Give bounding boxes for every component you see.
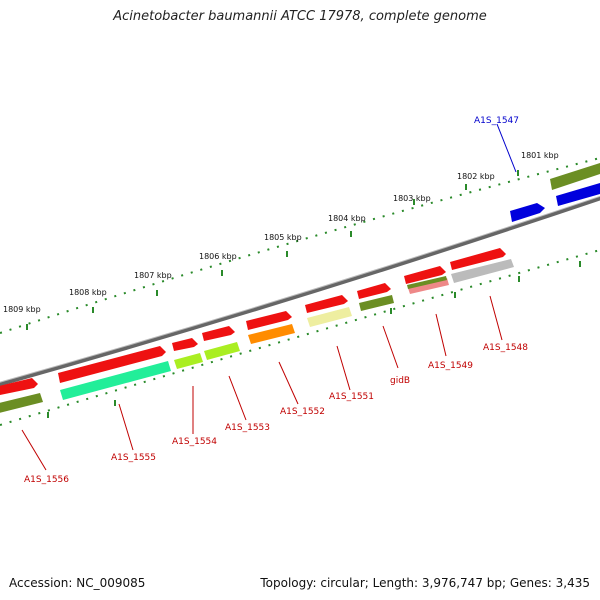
gene-label-A1S_1554[interactable]: A1S_1554 (172, 437, 217, 447)
gene-arrow-A1S_1551[interactable] (305, 295, 348, 313)
gene-arrow-A1S_1553[interactable] (202, 326, 235, 341)
gene-arrow-gidB[interactable] (357, 283, 391, 299)
gene-label-A1S_1553[interactable]: A1S_1553 (225, 423, 270, 433)
gene-arrow-A1S_1555[interactable] (58, 346, 166, 383)
map-title: Acinetobacter baumannii ATCC 17978, comp… (113, 9, 487, 24)
gene-label-A1S_1555[interactable]: A1S_1555 (111, 453, 156, 463)
gene-arrow-A1S_1556[interactable] (0, 378, 38, 396)
gene-label-gidB[interactable]: gidB (390, 376, 410, 386)
gene-label-A1S_1552[interactable]: A1S_1552 (280, 407, 325, 417)
function-color-blocks (0, 163, 600, 413)
scale-label: 1801 kbp (521, 151, 559, 160)
gene-arrow-A1S_1554[interactable] (172, 338, 198, 351)
outer-major-ticks (26, 170, 519, 330)
scale-label: 1809 kbp (3, 305, 41, 314)
gene-arrow-A1S_1552[interactable] (246, 311, 292, 330)
accession-text: Accession: NC_009085 (9, 576, 146, 590)
inner-scale-track (0, 249, 600, 426)
scale-label: 1805 kbp (264, 233, 302, 242)
gene-label-A1S_1549[interactable]: A1S_1549 (428, 361, 473, 371)
gene-label-A1S_1547[interactable]: A1S_1547 (474, 116, 519, 126)
scale-label: 1803 kbp (393, 194, 431, 203)
scale-label: 1806 kbp (199, 252, 237, 261)
chromosome-backbone (0, 196, 600, 387)
gene-arrow-A1S_1547[interactable] (510, 203, 545, 222)
genome-summary-text: Topology: circular; Length: 3,976,747 bp… (260, 576, 590, 590)
inner-major-ticks (47, 261, 581, 418)
gene-label-A1S_1556[interactable]: A1S_1556 (24, 475, 69, 485)
scale-label: 1808 kbp (69, 288, 107, 297)
scale-label: 1802 kbp (457, 172, 495, 181)
gene-arrow-A1S_1548[interactable] (450, 248, 506, 270)
scale-label: 1807 kbp (134, 271, 172, 280)
gene-arrow-blue-2[interactable] (556, 183, 600, 206)
gene-arrow-A1S_1549[interactable] (404, 266, 446, 284)
scale-label: 1804 kbp (328, 214, 366, 223)
outer-scale-track (0, 157, 600, 334)
gene-label-A1S_1548[interactable]: A1S_1548 (483, 343, 528, 353)
forward-strand-genes (0, 183, 600, 396)
gene-label-A1S_1551[interactable]: A1S_1551 (329, 392, 374, 402)
label-leader-line-A1S_1547 (496, 123, 517, 173)
label-leader-lines (21, 295, 503, 471)
